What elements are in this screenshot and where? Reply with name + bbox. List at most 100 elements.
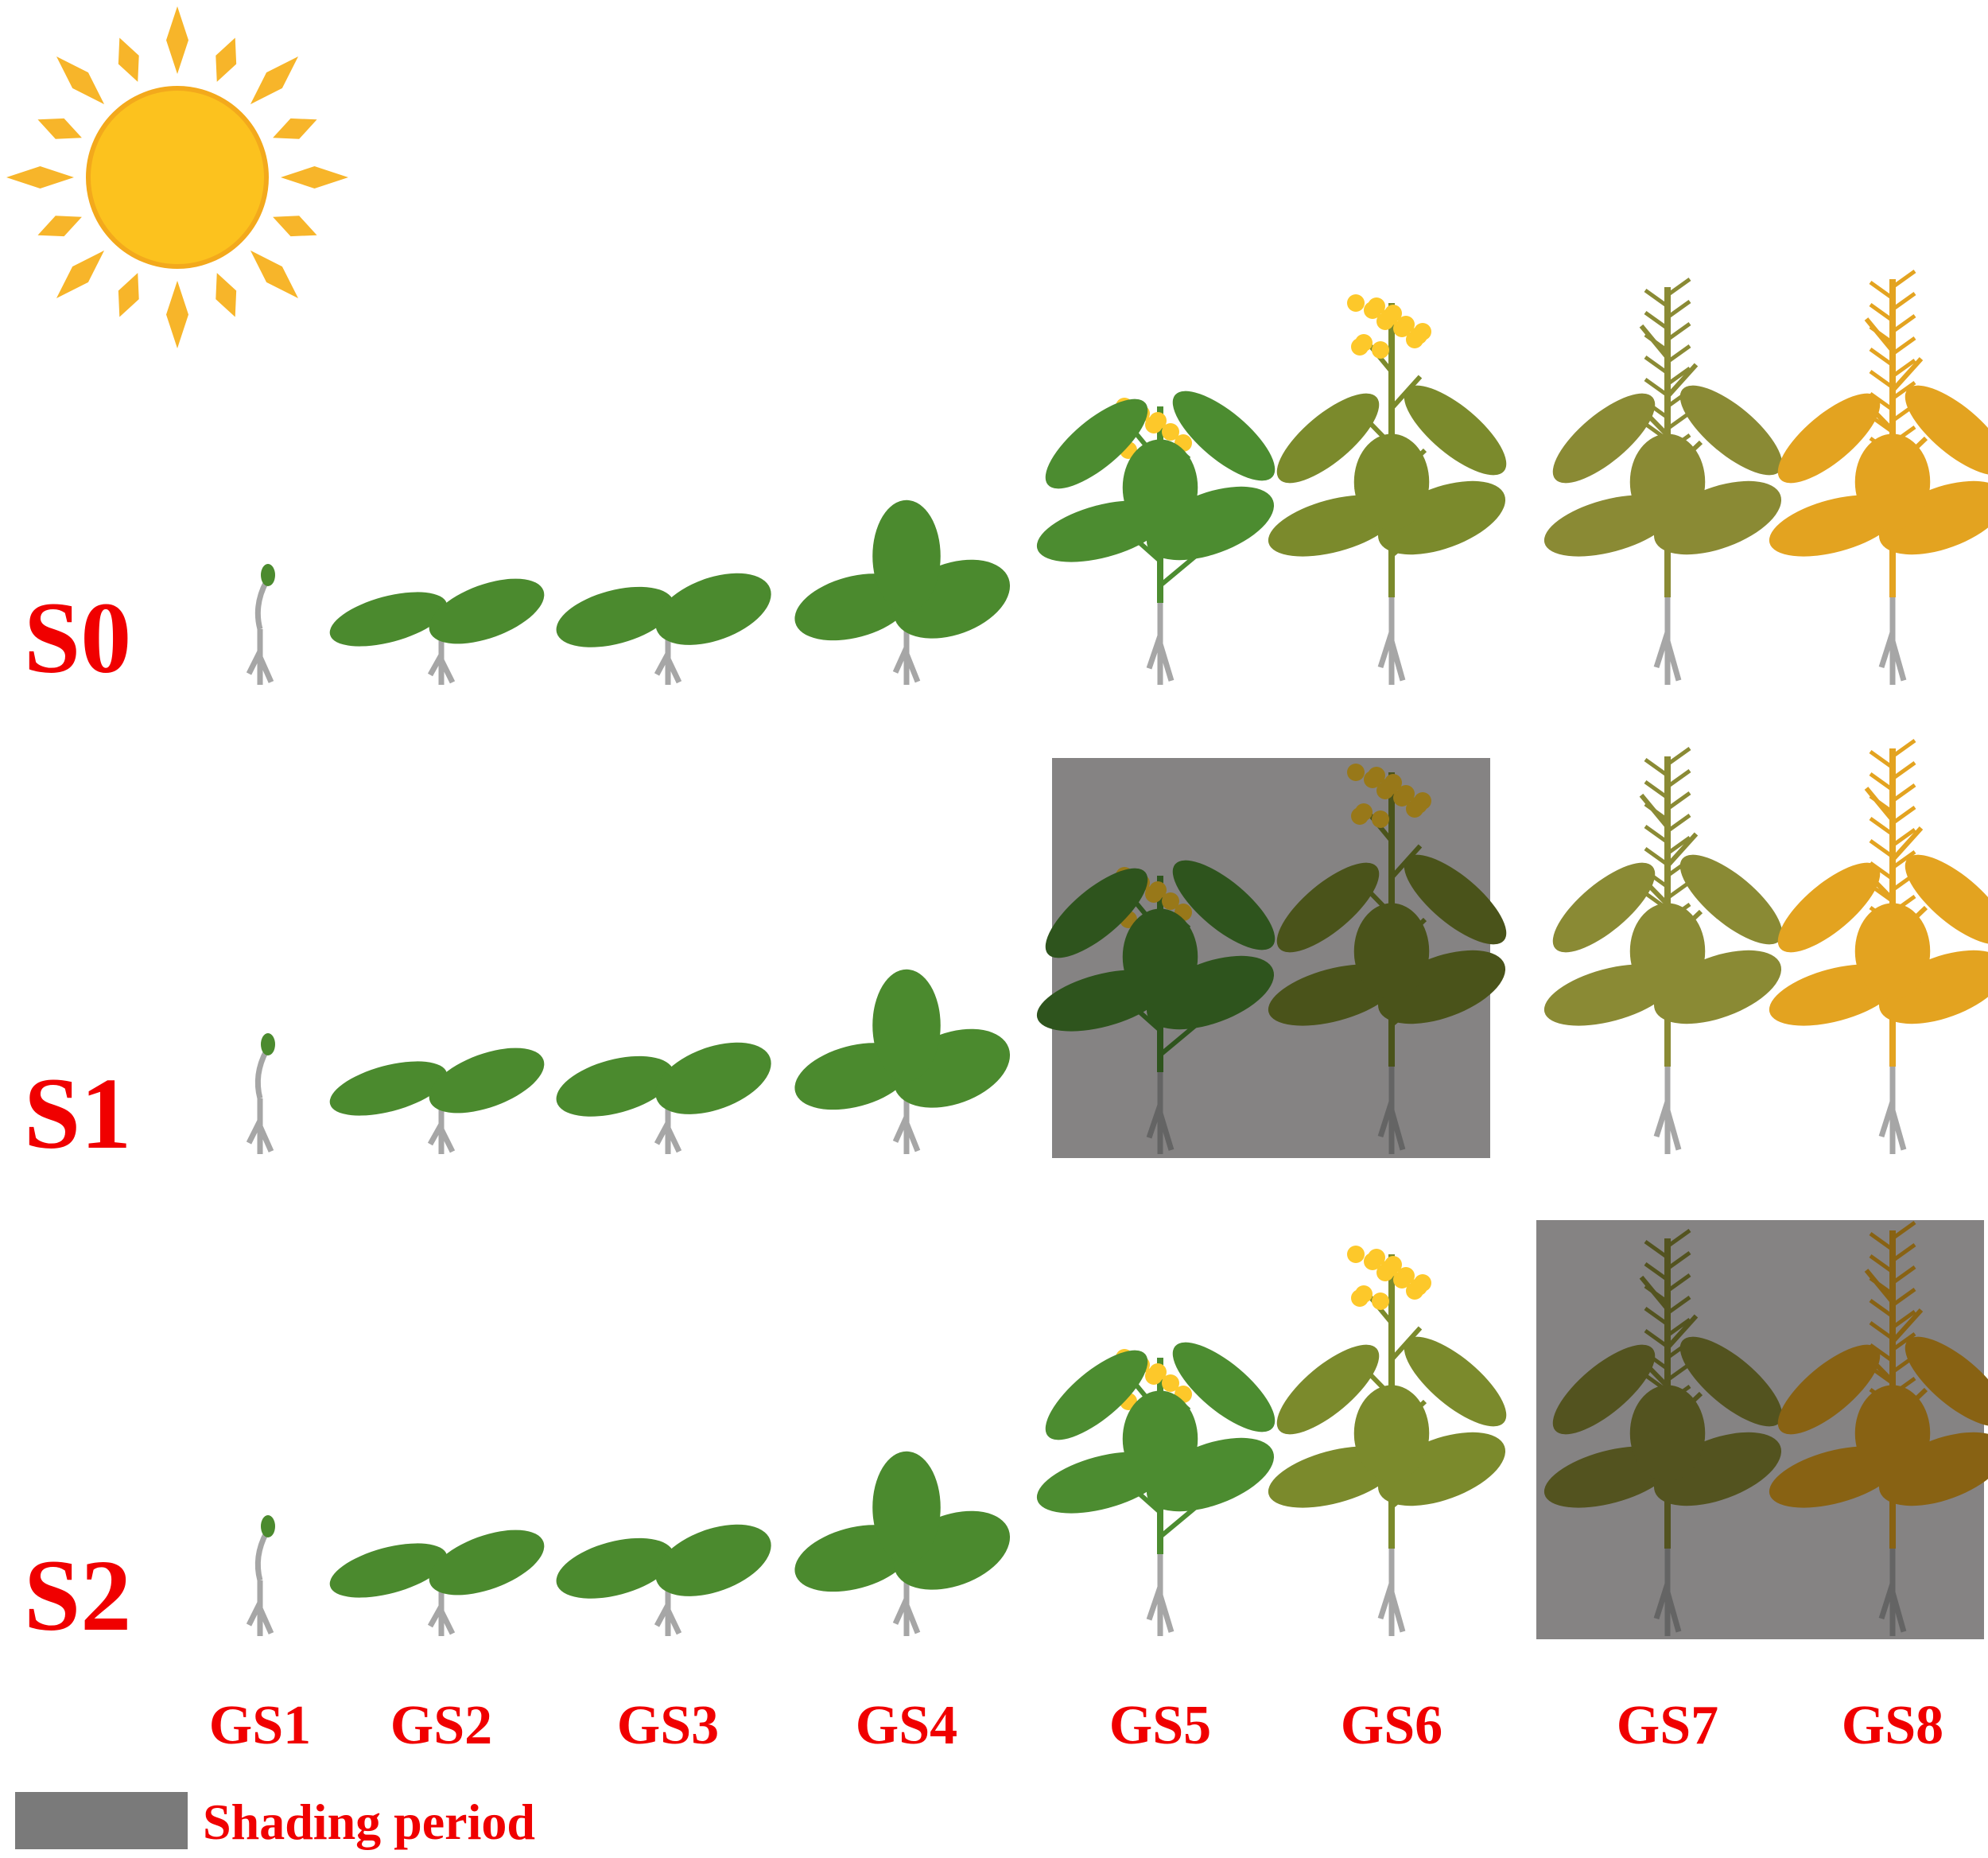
root [427, 1104, 456, 1154]
pod [1869, 369, 1894, 390]
leaf [329, 1543, 448, 1598]
root [654, 1584, 682, 1636]
leaf [655, 1524, 771, 1596]
stage-label: GS2 [390, 1695, 492, 1756]
plant [1268, 1246, 1507, 1636]
root [427, 635, 456, 685]
pod [1666, 366, 1691, 387]
sun [6, 6, 348, 348]
pod [1666, 1362, 1691, 1382]
leaf [1353, 433, 1430, 531]
pod [1891, 760, 1916, 781]
sun-ray [250, 56, 299, 105]
plant [1769, 269, 1988, 685]
pod [1644, 1284, 1669, 1304]
pod [1644, 1261, 1669, 1282]
root [654, 1102, 682, 1154]
pod [1644, 1328, 1669, 1349]
row-label: S0 [24, 581, 131, 694]
flower [1162, 1374, 1179, 1392]
sun-ray [273, 118, 317, 139]
leaf [872, 499, 941, 612]
leaf [1276, 1344, 1380, 1435]
plant [329, 578, 545, 685]
row-label: S1 [24, 1057, 131, 1170]
pod [1869, 1276, 1894, 1296]
stage-label: GS3 [617, 1695, 719, 1756]
flower [1384, 305, 1402, 322]
plant [1036, 391, 1276, 685]
pod [1869, 1320, 1894, 1341]
pod [1869, 838, 1894, 859]
pod [1891, 313, 1916, 334]
pod [1869, 280, 1894, 301]
leaf [1404, 1336, 1507, 1427]
pod [1891, 1331, 1916, 1352]
pod [1666, 768, 1691, 789]
flower [1347, 764, 1365, 781]
legend-label: Shading period [203, 1794, 535, 1850]
leaf [1045, 1350, 1148, 1440]
leaf [1777, 393, 1881, 484]
pod [1666, 1317, 1691, 1338]
flower [1162, 892, 1179, 910]
pod [1666, 1228, 1691, 1249]
pod [1891, 783, 1916, 803]
pod [1891, 1309, 1916, 1330]
pod [1869, 749, 1894, 770]
leaf [1122, 439, 1198, 536]
pod [1644, 802, 1669, 822]
pod [1666, 1295, 1691, 1316]
root [246, 629, 274, 685]
root [1377, 1067, 1406, 1154]
pod [1869, 1231, 1894, 1252]
flower [1372, 341, 1389, 359]
stage-label: GS4 [856, 1695, 957, 1756]
pod [1891, 827, 1916, 848]
root [892, 1574, 921, 1636]
branch [1890, 356, 1924, 393]
pod [1666, 321, 1691, 342]
leaf [1172, 860, 1276, 950]
leaf [1854, 903, 1931, 1000]
pod [1891, 1287, 1916, 1308]
leaf [1552, 1344, 1656, 1435]
legend-swatch [15, 1792, 188, 1849]
pod [1869, 816, 1894, 837]
leaf [1404, 385, 1507, 476]
root [1653, 597, 1682, 685]
stem [254, 1531, 270, 1581]
pod [1869, 1254, 1894, 1274]
leaf [1172, 1342, 1276, 1432]
root [1377, 1549, 1406, 1636]
pod [1666, 344, 1691, 364]
leaf [872, 969, 941, 1082]
pod [1644, 377, 1669, 398]
plant [794, 1451, 1011, 1636]
stage-label: GS5 [1109, 1695, 1211, 1756]
root [1377, 597, 1406, 685]
branch [1890, 1308, 1924, 1344]
pod [1869, 302, 1894, 323]
pod [1644, 1306, 1669, 1327]
plant [246, 564, 275, 685]
sun-ray [215, 37, 237, 82]
cotyledon [261, 1515, 275, 1537]
leaf [1404, 854, 1507, 945]
branch [1890, 826, 1924, 862]
leaf [1905, 854, 1988, 945]
leaf [1629, 433, 1706, 531]
sun-ray [281, 166, 348, 189]
flower [1149, 1363, 1167, 1381]
flower [1397, 316, 1415, 333]
leaf [655, 573, 771, 645]
leaf [1629, 903, 1706, 1000]
stage-label: GS1 [209, 1695, 311, 1756]
flower [1372, 1292, 1389, 1310]
plant [1268, 764, 1507, 1154]
cotyledon [261, 564, 275, 586]
plant [1543, 277, 1783, 685]
plant [1769, 738, 1988, 1154]
pod [1891, 1265, 1916, 1285]
root [1878, 1549, 1907, 1636]
